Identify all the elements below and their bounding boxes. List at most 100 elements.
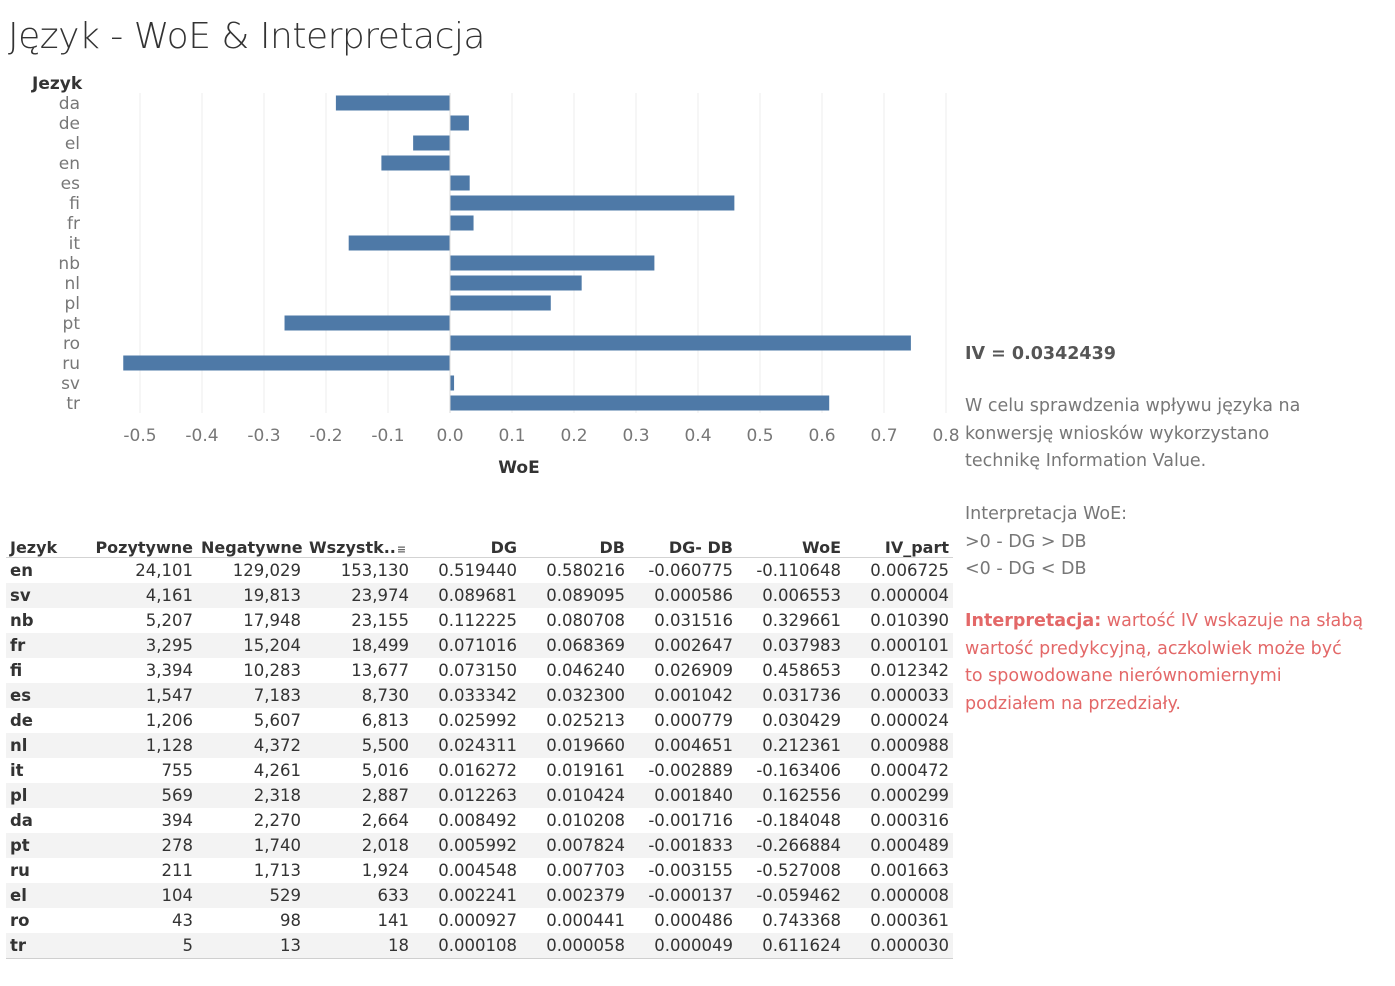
cell-dg: 0.519440 [438, 561, 517, 580]
bar-tr[interactable] [450, 395, 830, 411]
x-tick-label: 0.3 [622, 426, 649, 446]
cell-pozytywne: 278 [89, 833, 197, 858]
table-row[interactable]: nl 1,128 4,372 5,500 0.024311 0.019660 0.00465… [6, 733, 953, 758]
table-row[interactable]: de 1,206 5,607 6,813 0.025992 0.025213 0.00077… [6, 708, 953, 733]
cell-dg: 0.008492 [438, 811, 517, 830]
interpretation-rule: <0 - DG < DB [965, 559, 1087, 579]
cell-woe: -0.110648 [756, 561, 841, 580]
cell-iv-part: 0.000299 [845, 783, 953, 808]
table-row[interactable]: da 394 2,270 2,664 0.008492 0.010208 -0.001716… [6, 808, 953, 833]
column-header-wszystkie-label: Wszystk.. [309, 538, 396, 557]
bar-pt[interactable] [284, 315, 450, 331]
bar-it[interactable] [348, 235, 450, 251]
cell-wszystkie: 6,813 [361, 711, 409, 730]
bar-sv[interactable] [450, 375, 455, 391]
column-header-db[interactable]: DB [521, 533, 629, 558]
cell-dg: 0.073150 [438, 661, 517, 680]
cell-wszystkie: 141 [377, 911, 410, 930]
cell-wszystkie: 13,677 [351, 661, 409, 680]
x-tick-label: -0.3 [247, 426, 280, 446]
cell-pozytywne: 755 [161, 761, 194, 780]
cell-negatywne: 129,029 [232, 561, 301, 580]
bar-ro[interactable] [450, 335, 911, 351]
sort-descending-icon[interactable]: ≡ [396, 543, 407, 556]
table-row[interactable]: fr 3,295 15,204 18,499 0.071016 0.068369 0.002… [6, 633, 953, 658]
cell-dg-db: -0.002889 [648, 761, 733, 780]
cell-wszystkie: 1,924 [361, 861, 409, 880]
cell-woe: -0.163406 [756, 761, 841, 780]
table-row[interactable]: es 1,547 7,183 8,730 0.033342 0.032300 0.00104… [6, 683, 953, 708]
cell-jezyk: pl [6, 783, 89, 808]
column-header-jezyk[interactable]: Jezyk [6, 533, 89, 558]
cell-db: 0.019161 [546, 761, 625, 780]
bar-es[interactable] [450, 175, 470, 191]
bar-ru[interactable] [123, 355, 451, 371]
table-row[interactable]: nb 5,207 17,948 23,155 0.112225 0.080708 0.031… [6, 608, 953, 633]
column-header-dg-db[interactable]: DG- DB [629, 533, 737, 558]
column-header-pozytywne[interactable]: Pozytywne [89, 533, 197, 558]
cell-dg-db: 0.001042 [629, 683, 737, 708]
table-row[interactable]: en 24,101 129,029 153,130 0.519440 0.580216 -0… [6, 558, 953, 584]
table-row[interactable]: ro 43 98 141 0.000927 0.000441 0.000486 0.74336… [6, 908, 953, 933]
category-label: nb [58, 254, 80, 274]
description-line: konwersję wniosków wykorzystano [965, 423, 1270, 444]
cell-wszystkie: 153,130 [340, 561, 409, 580]
column-header-negatywne[interactable]: Negatywne [197, 533, 305, 558]
category-label: sv [61, 374, 80, 394]
bar-nb[interactable] [450, 255, 655, 271]
cell-jezyk: nb [10, 611, 34, 630]
cell-pozytywne: 24,101 [135, 561, 193, 580]
cell-negatywne: 98 [280, 911, 301, 930]
description: W celu sprawdzenia wpływu języka na konw… [965, 393, 1385, 476]
bar-pl[interactable] [450, 295, 551, 311]
table-row[interactable]: sv 4,161 19,813 23,974 0.089681 0.089095 0.000… [6, 583, 953, 608]
category-label: nl [65, 274, 81, 294]
x-tick-label: 0.2 [560, 426, 587, 446]
cell-pozytywne: 43 [172, 911, 193, 930]
cell-pozytywne: 104 [89, 883, 197, 908]
cell-jezyk: tr [6, 933, 89, 959]
bar-el[interactable] [413, 135, 450, 151]
cell-jezyk: de [10, 711, 34, 730]
bar-fr[interactable] [450, 215, 474, 231]
table-row[interactable]: fi 3,394 10,283 13,677 0.073150 0.046240 0.026… [6, 658, 953, 683]
x-tick-label: 0.0 [436, 426, 463, 446]
table-row[interactable]: tr 5 13 18 0.000108 0.000058 0.000049 0.611624 0… [6, 933, 953, 959]
x-tick-label: 0.1 [498, 426, 525, 446]
bar-de[interactable] [450, 115, 469, 131]
cell-negatywne: 2,318 [197, 783, 305, 808]
cell-woe: -0.059462 [737, 883, 845, 908]
cell-iv-part: 0.010390 [870, 611, 949, 630]
cell-pozytywne: 5 [89, 933, 197, 959]
cell-dg-db: -0.001833 [629, 833, 737, 858]
column-header-dg[interactable]: DG [413, 533, 521, 558]
cell-woe: 0.743368 [762, 911, 841, 930]
cell-pozytywne: 5,207 [145, 611, 193, 630]
cell-db: 0.010424 [521, 783, 629, 808]
column-header-iv-part[interactable]: IV_part [845, 533, 953, 558]
cell-iv-part: 0.000033 [845, 683, 953, 708]
cell-wszystkie: 633 [305, 883, 413, 908]
column-header-wszystkie[interactable]: Wszystk..≡ [305, 533, 413, 558]
table-row[interactable]: it 755 4,261 5,016 0.016272 0.019161 -0.002889… [6, 758, 953, 783]
y-axis-label: Jezyk [31, 74, 83, 94]
cell-db: 0.032300 [521, 683, 629, 708]
cell-dg-db: 0.031516 [654, 611, 733, 630]
table-row[interactable]: ru 211 1,713 1,924 0.004548 0.007703 -0.003155… [6, 858, 953, 883]
bar-nl[interactable] [450, 275, 582, 291]
table-row[interactable]: pt 278 1,740 2,018 0.005992 0.007824 -0.001833… [6, 833, 953, 858]
table-row[interactable]: pl 569 2,318 2,887 0.012263 0.010424 0.001840 0… [6, 783, 953, 808]
cell-negatywne: 19,813 [197, 583, 305, 608]
woe-interpretation: Interpretacja WoE: >0 - DG > DB <0 - DG … [965, 501, 1385, 584]
bar-fi[interactable] [450, 195, 735, 211]
cell-jezyk: fi [10, 661, 23, 680]
cell-iv-part: 0.000024 [870, 711, 949, 730]
cell-woe: 0.031736 [737, 683, 845, 708]
cell-dg-db: -0.003155 [648, 861, 733, 880]
cell-iv-part: 0.000472 [870, 761, 949, 780]
cell-jezyk: en [10, 561, 33, 580]
bar-en[interactable] [381, 155, 450, 171]
bar-da[interactable] [335, 95, 450, 111]
table-row[interactable]: el 104 529 633 0.002241 0.002379 -0.000137 -0.0… [6, 883, 953, 908]
column-header-woe[interactable]: WoE [737, 533, 845, 558]
